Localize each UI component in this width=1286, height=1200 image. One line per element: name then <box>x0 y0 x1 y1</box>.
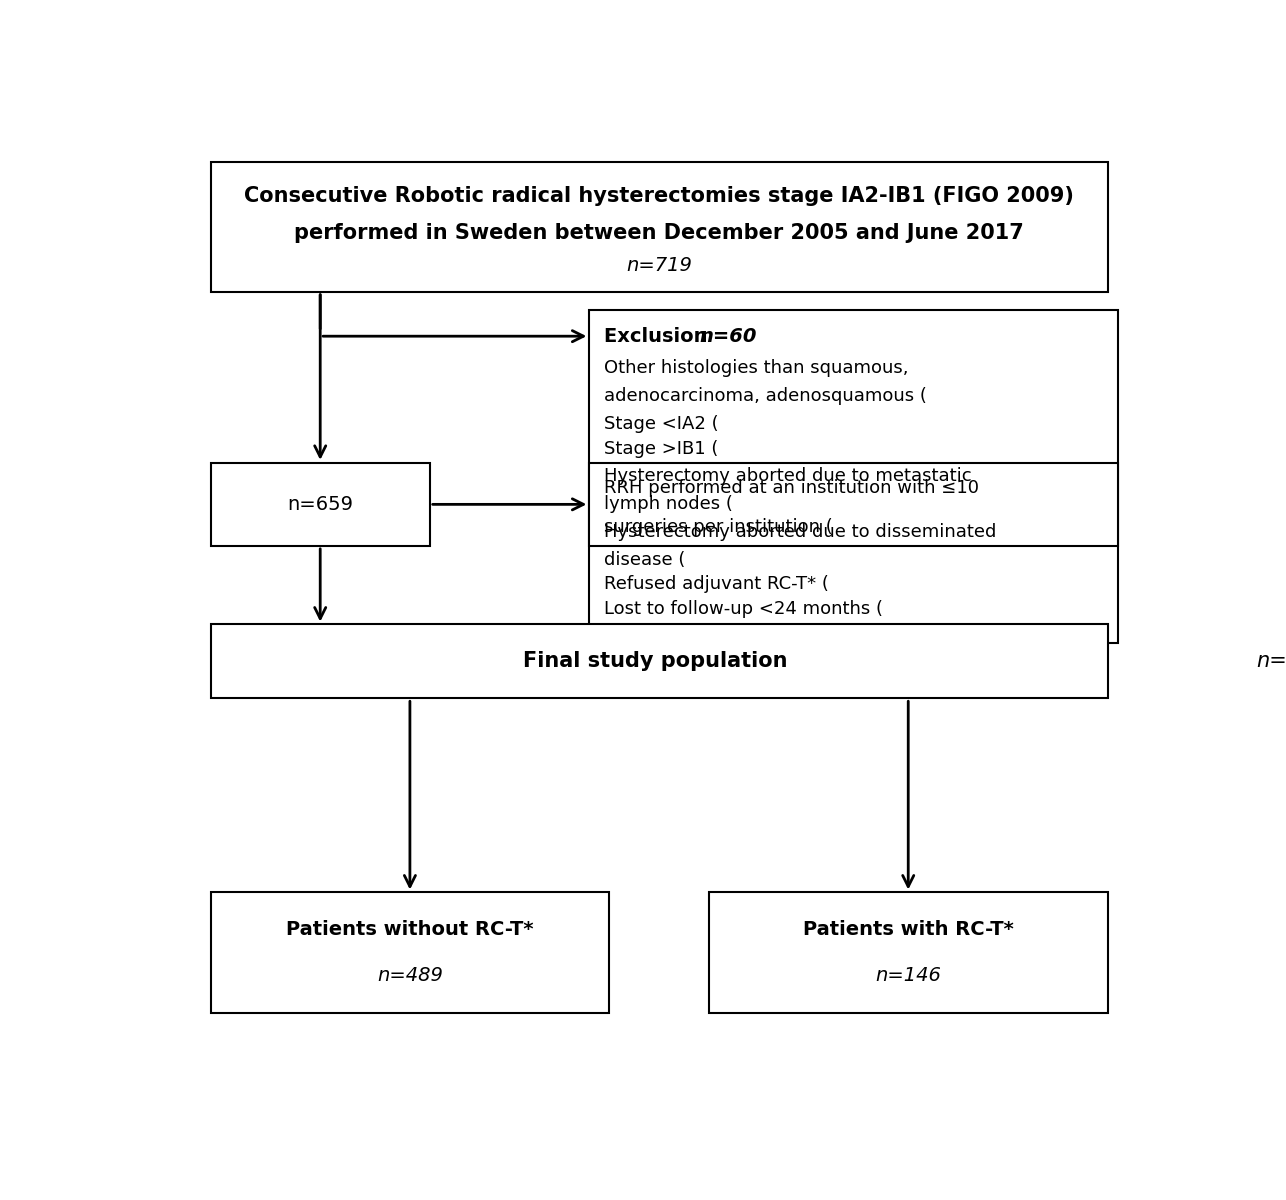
Text: n=146: n=146 <box>876 966 941 985</box>
Text: Final study population: Final study population <box>523 652 795 672</box>
Text: Patients with RC-T*: Patients with RC-T* <box>802 920 1013 938</box>
FancyBboxPatch shape <box>589 463 1118 546</box>
Text: Hysterectomy aborted due to metastatic: Hysterectomy aborted due to metastatic <box>604 467 972 485</box>
Text: n=489: n=489 <box>377 966 442 985</box>
FancyBboxPatch shape <box>211 162 1107 292</box>
Text: Stage <IA2 (: Stage <IA2 ( <box>604 415 719 433</box>
Text: n=60: n=60 <box>700 326 756 346</box>
FancyBboxPatch shape <box>589 311 1118 643</box>
FancyBboxPatch shape <box>709 893 1107 1013</box>
FancyBboxPatch shape <box>211 893 610 1013</box>
Text: Consecutive Robotic radical hysterectomies stage IA2-IB1 (FIGO 2009): Consecutive Robotic radical hysterectomi… <box>244 186 1074 205</box>
Text: surgeries per institution (: surgeries per institution ( <box>604 518 833 536</box>
Text: Other histologies than squamous,: Other histologies than squamous, <box>604 359 909 377</box>
Text: adenocarcinoma, adenosquamous (: adenocarcinoma, adenosquamous ( <box>604 388 927 406</box>
Text: Patients without RC-T*: Patients without RC-T* <box>287 920 534 938</box>
Text: Exclusion: Exclusion <box>604 326 715 346</box>
FancyBboxPatch shape <box>211 463 430 546</box>
Text: Refused adjuvant RC-T* (: Refused adjuvant RC-T* ( <box>604 575 829 593</box>
Text: RRH performed at an institution with ≤10: RRH performed at an institution with ≤10 <box>604 480 979 498</box>
Text: Hysterectomy aborted due to disseminated: Hysterectomy aborted due to disseminated <box>604 523 997 541</box>
Text: n=659: n=659 <box>287 494 354 514</box>
Text: disease (: disease ( <box>604 551 685 569</box>
Text: performed in Sweden between December 2005 and June 2017: performed in Sweden between December 200… <box>294 222 1024 242</box>
Text: n=635: n=635 <box>1256 652 1286 672</box>
Text: Stage >IB1 (: Stage >IB1 ( <box>604 439 719 457</box>
Text: lymph nodes (: lymph nodes ( <box>604 496 733 514</box>
FancyBboxPatch shape <box>211 624 1107 698</box>
Text: Lost to follow-up <24 months (: Lost to follow-up <24 months ( <box>604 600 883 618</box>
Text: n=719: n=719 <box>626 257 692 275</box>
